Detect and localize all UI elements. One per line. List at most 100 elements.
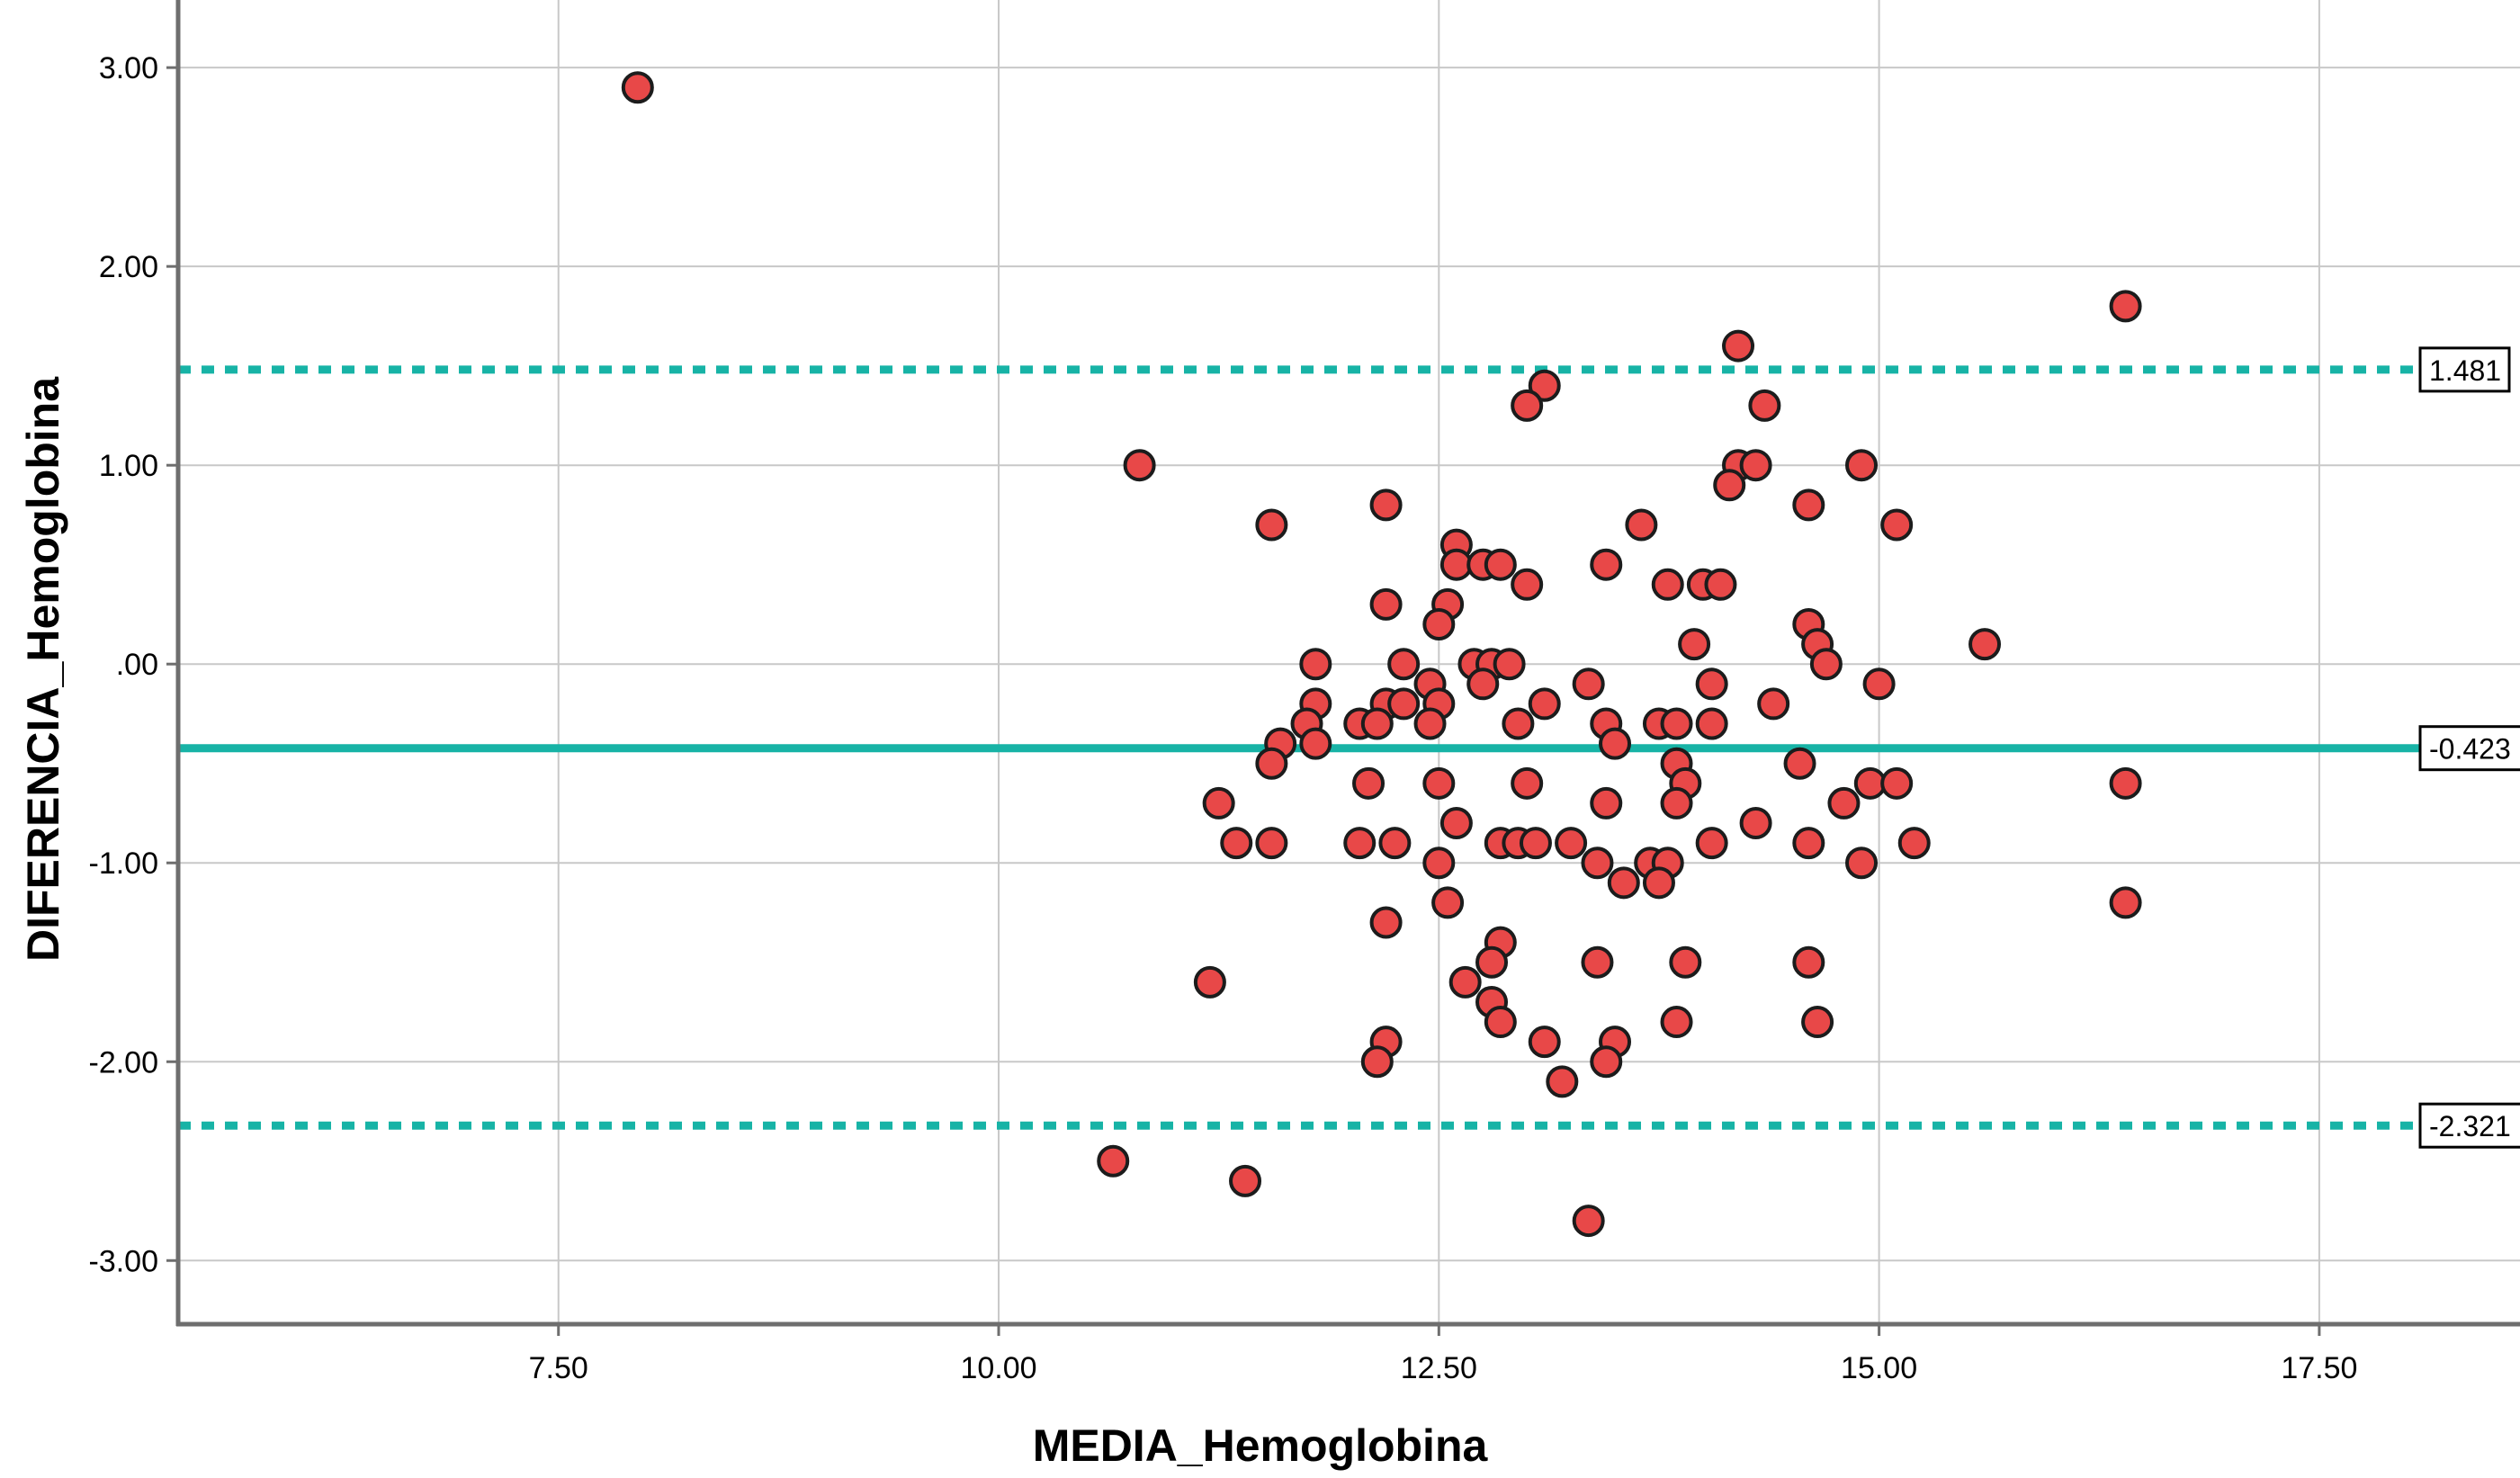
data-point	[1695, 707, 1728, 740]
data-point	[1528, 687, 1561, 721]
data-point	[1369, 906, 1403, 939]
data-point	[1439, 548, 1473, 581]
y-axis-tick-label: 2.00	[99, 250, 158, 284]
data-point	[1783, 747, 1816, 780]
data-point	[1378, 827, 1412, 860]
data-point	[1968, 628, 2002, 661]
data-point	[1880, 508, 1914, 542]
data-point	[1528, 1026, 1561, 1059]
data-point	[1439, 807, 1473, 840]
data-point	[1229, 1164, 1262, 1197]
data-point	[1484, 1006, 1517, 1039]
data-point	[1519, 827, 1552, 860]
x-axis-tick-label: 17.50	[2281, 1351, 2357, 1385]
data-point	[1343, 827, 1377, 860]
data-point	[1502, 707, 1535, 740]
data-point	[1757, 687, 1790, 721]
data-point	[1484, 548, 1517, 581]
data-point	[1590, 548, 1623, 581]
data-point	[1739, 807, 1772, 840]
y-axis-title: DIFERENCIA_Hemoglobina	[18, 376, 68, 963]
data-point	[2109, 766, 2142, 800]
data-point	[1792, 488, 1825, 522]
y-axis-tick-label: 1.00	[99, 449, 158, 483]
data-point	[1801, 1006, 1834, 1039]
data-point	[1475, 945, 1509, 979]
data-point	[1590, 786, 1623, 820]
data-point	[1097, 1144, 1130, 1178]
y-axis-tick-label: -1.00	[89, 846, 159, 881]
data-point	[1546, 1065, 1579, 1098]
data-point	[1572, 667, 1605, 701]
data-point	[1880, 766, 1914, 800]
data-point	[1511, 568, 1544, 601]
data-point	[1299, 727, 1332, 760]
data-point	[2109, 886, 2142, 919]
x-axis-tick-label: 10.00	[960, 1351, 1036, 1385]
data-point	[1669, 945, 1702, 979]
reference-value-box	[2418, 346, 2511, 393]
data-point	[1422, 846, 1456, 880]
data-point	[1739, 449, 1772, 482]
data-point	[621, 71, 654, 104]
data-point	[1387, 687, 1421, 721]
y-axis-tick-label: .00	[116, 648, 158, 682]
x-axis-tick-label: 7.50	[529, 1351, 588, 1385]
data-point	[1255, 827, 1288, 860]
data-point	[1651, 568, 1684, 601]
data-point	[1581, 945, 1614, 979]
data-point	[1695, 667, 1728, 701]
data-point	[1572, 1205, 1605, 1238]
x-axis-title: MEDIA_Hemoglobina	[1032, 1420, 1488, 1471]
data-point	[1255, 508, 1288, 542]
data-point	[1642, 866, 1675, 900]
data-point	[1625, 508, 1658, 542]
data-point	[1413, 707, 1447, 740]
data-point	[1713, 469, 1746, 502]
data-point	[1590, 1045, 1623, 1079]
data-point	[1255, 747, 1288, 780]
reference-value-label: 1.481	[2429, 354, 2501, 387]
data-point	[1422, 608, 1456, 641]
data-point	[1123, 449, 1156, 482]
data-point	[1678, 628, 1711, 661]
data-point	[1827, 786, 1861, 820]
reference-value-box	[2418, 725, 2520, 772]
data-point	[1369, 488, 1403, 522]
data-point	[1555, 827, 1588, 860]
data-point	[2109, 290, 2142, 323]
data-point	[1845, 449, 1879, 482]
y-axis-tick-label: -3.00	[89, 1244, 159, 1278]
data-point	[1792, 827, 1825, 860]
data-point	[1422, 766, 1456, 800]
data-point	[1493, 648, 1526, 681]
data-point	[1466, 667, 1500, 701]
data-point	[1845, 846, 1879, 880]
reference-value-label: -0.423	[2429, 733, 2511, 766]
data-point	[1581, 846, 1614, 880]
data-point	[1748, 389, 1781, 422]
data-point	[1607, 866, 1640, 900]
data-point	[1448, 965, 1482, 999]
data-point	[1193, 965, 1226, 999]
reference-value-box	[2418, 1102, 2520, 1149]
data-point	[1660, 707, 1693, 740]
data-point	[1387, 648, 1421, 681]
data-point	[1599, 727, 1632, 760]
data-point	[1360, 707, 1394, 740]
y-axis-tick-label: -2.00	[89, 1045, 159, 1079]
data-point	[1220, 827, 1253, 860]
data-point	[1202, 786, 1235, 820]
data-point	[1511, 766, 1544, 800]
x-axis-tick-label: 12.50	[1401, 1351, 1477, 1385]
data-point	[1809, 648, 1843, 681]
data-point	[1511, 389, 1544, 422]
data-point	[1897, 827, 1931, 860]
reference-value-label: -2.321	[2429, 1110, 2511, 1142]
data-point	[1352, 766, 1386, 800]
data-point	[1862, 667, 1896, 701]
data-point	[1695, 827, 1728, 860]
data-point	[1722, 329, 1755, 363]
